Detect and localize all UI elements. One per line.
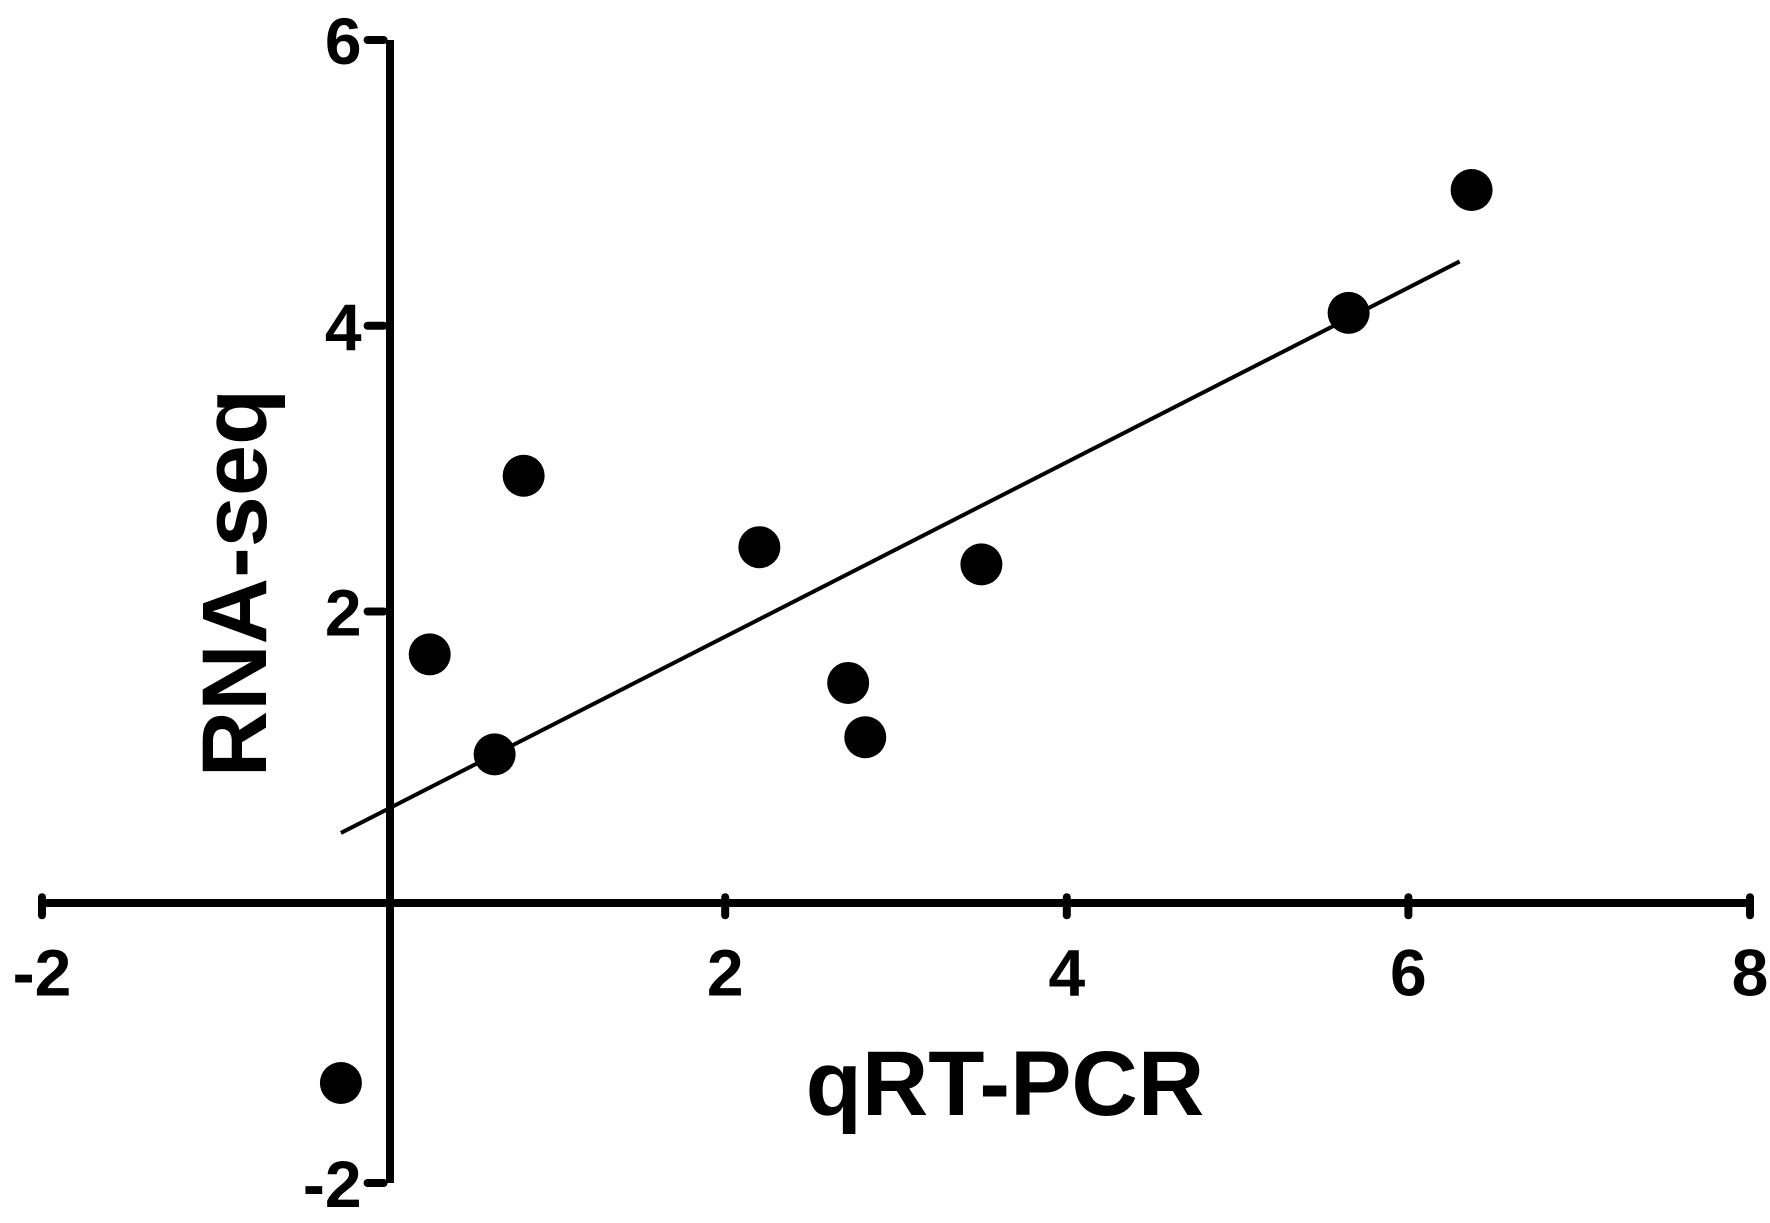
- y-tick-labels: -2 2 4 6: [303, 4, 362, 1221]
- y-tick-label: 4: [325, 290, 362, 364]
- x-tick-label: 6: [1390, 935, 1427, 1009]
- axes: [42, 40, 1750, 1183]
- data-point: [473, 733, 516, 776]
- y-tick-label: 2: [325, 576, 362, 650]
- y-axis-title: RNA-seq: [184, 389, 286, 777]
- data-point: [827, 661, 870, 704]
- y-tick-label: 6: [325, 4, 362, 78]
- data-point: [738, 526, 781, 569]
- trend-line: [339, 259, 1461, 835]
- data-point: [960, 543, 1003, 586]
- data-points: [319, 169, 1493, 1104]
- x-ticks: [38, 893, 1754, 920]
- data-point: [844, 716, 887, 759]
- x-tick-label: 2: [707, 935, 744, 1009]
- data-point: [408, 633, 451, 676]
- data-point: [502, 454, 545, 497]
- x-tick-labels: -2 2 4 6 8: [13, 935, 1769, 1009]
- y-tick-label: -2: [303, 1147, 362, 1221]
- data-point: [319, 1061, 362, 1104]
- x-tick-label: -2: [13, 935, 72, 1009]
- x-tick-label: 4: [1048, 935, 1085, 1009]
- y-ticks: [363, 36, 388, 1187]
- x-tick-label: 8: [1732, 935, 1769, 1009]
- data-point: [1327, 291, 1370, 334]
- x-axis-title: qRT-PCR: [806, 1033, 1205, 1135]
- data-point: [1450, 169, 1493, 212]
